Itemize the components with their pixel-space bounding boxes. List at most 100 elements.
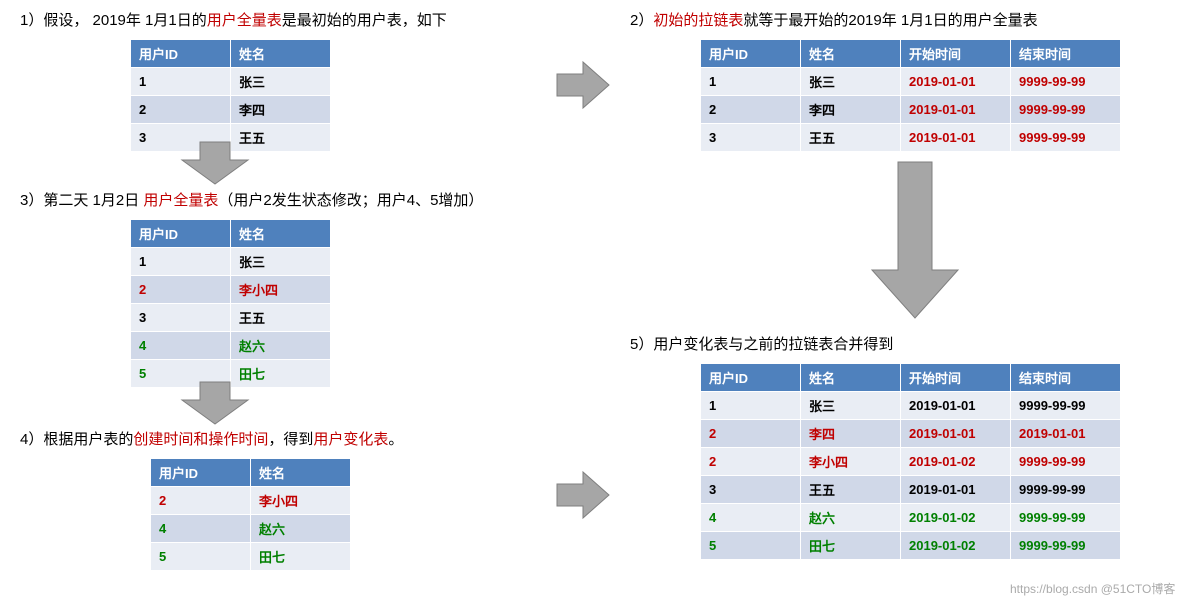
- cell: 2: [701, 95, 801, 123]
- arrow-right-icon: [555, 60, 611, 113]
- section-4: 4）根据用户表的创建时间和操作时间，得到用户变化表。 用户ID姓名2李小四4赵六…: [20, 425, 580, 579]
- cell: 2019-01-01: [1011, 419, 1121, 447]
- cell: 1: [131, 67, 231, 95]
- table-row: 2李四2019-01-012019-01-01: [701, 419, 1121, 447]
- cell: 李小四: [251, 486, 351, 514]
- cell: 赵六: [801, 503, 901, 531]
- cell: 张三: [801, 67, 901, 95]
- table-5: 用户ID姓名开始时间结束时间1张三2019-01-019999-99-992李四…: [700, 363, 1121, 560]
- cell: 4: [131, 331, 231, 359]
- cap2-red: 初始的拉链表: [653, 12, 743, 29]
- table-1: 用户ID姓名1张三2李四3王五: [130, 39, 331, 152]
- table-row: 1张三2019-01-019999-99-99: [701, 391, 1121, 419]
- arrow-down-icon: [180, 140, 250, 189]
- cell: 9999-99-99: [1011, 503, 1121, 531]
- cell: 2019-01-01: [901, 95, 1011, 123]
- table-row: 5田七2019-01-029999-99-99: [701, 531, 1121, 559]
- table-3: 用户ID姓名1张三2李小四3王五4赵六5田七: [130, 219, 331, 388]
- col-header: 开始时间: [901, 363, 1011, 391]
- caption-4: 4）根据用户表的创建时间和操作时间，得到用户变化表。: [20, 429, 580, 452]
- cap1-pre: 1）假设， 2019年 1月1日的: [20, 12, 207, 29]
- cell: 张三: [231, 67, 331, 95]
- cell: 王五: [801, 123, 901, 151]
- cell: 5: [701, 531, 801, 559]
- col-header: 姓名: [231, 39, 331, 67]
- cell: 2019-01-01: [901, 391, 1011, 419]
- table-row: 3王五: [131, 303, 331, 331]
- cell: 2019-01-01: [901, 67, 1011, 95]
- cell: 3: [701, 475, 801, 503]
- cell: 9999-99-99: [1011, 95, 1121, 123]
- cell: 5: [151, 542, 251, 570]
- table-row: 2李四: [131, 95, 331, 123]
- cell: 李四: [801, 95, 901, 123]
- cap2-pre: 2）: [630, 12, 653, 29]
- watermark: https://blog.csdn @51CTO博客: [1010, 580, 1175, 597]
- cell: 9999-99-99: [1011, 67, 1121, 95]
- table-row: 2李小四2019-01-029999-99-99: [701, 447, 1121, 475]
- cell: 张三: [801, 391, 901, 419]
- table-row: 1张三: [131, 247, 331, 275]
- col-header: 用户ID: [131, 39, 231, 67]
- section-3: 3）第二天 1月2日 用户全量表（用户2发生状态修改；用户4、5增加） 用户ID…: [20, 186, 580, 396]
- cell: 9999-99-99: [1011, 391, 1121, 419]
- caption-1: 1）假设， 2019年 1月1日的用户全量表是最初始的用户表，如下: [20, 10, 580, 33]
- cap2-post: 就等于最开始的2019年 1月1日的用户全量表: [743, 12, 1037, 29]
- table-row: 3王五2019-01-019999-99-99: [701, 475, 1121, 503]
- cell: 王五: [231, 303, 331, 331]
- cell: 3: [131, 303, 231, 331]
- caption-2: 2）初始的拉链表就等于最开始的2019年 1月1日的用户全量表: [630, 10, 1160, 33]
- cap4-red2: 用户变化表: [313, 431, 388, 448]
- cell: 2: [131, 95, 231, 123]
- cap1-red: 用户全量表: [207, 12, 282, 29]
- col-header: 姓名: [231, 219, 331, 247]
- cap3-post: （用户2发生状态修改；用户4、5增加）: [218, 192, 483, 209]
- section-5: 5）用户变化表与之前的拉链表合并得到 用户ID姓名开始时间结束时间1张三2019…: [630, 330, 1160, 568]
- table-row: 2李小四: [131, 275, 331, 303]
- col-header: 用户ID: [131, 219, 231, 247]
- table-4: 用户ID姓名2李小四4赵六5田七: [150, 458, 351, 571]
- table-row: 4赵六2019-01-029999-99-99: [701, 503, 1121, 531]
- cell: 2019-01-02: [901, 531, 1011, 559]
- cell: 1: [701, 391, 801, 419]
- cell: 王五: [801, 475, 901, 503]
- cap4-pre: 4）根据用户表的: [20, 431, 133, 448]
- arrow-right-icon: [555, 470, 611, 523]
- cell: 1: [131, 247, 231, 275]
- cell: 3: [701, 123, 801, 151]
- cap4-post: 。: [388, 431, 403, 448]
- col-header: 姓名: [801, 39, 901, 67]
- cell: 李小四: [801, 447, 901, 475]
- caption-5: 5）用户变化表与之前的拉链表合并得到: [630, 334, 1160, 357]
- table-row: 1张三: [131, 67, 331, 95]
- cell: 9999-99-99: [1011, 531, 1121, 559]
- col-header: 用户ID: [151, 458, 251, 486]
- cell: 1: [701, 67, 801, 95]
- col-header: 姓名: [251, 458, 351, 486]
- cell: 2: [131, 275, 231, 303]
- col-header: 结束时间: [1011, 363, 1121, 391]
- table-row: 1张三2019-01-019999-99-99: [701, 67, 1121, 95]
- cell: 赵六: [251, 514, 351, 542]
- cell: 9999-99-99: [1011, 447, 1121, 475]
- table-row: 3王五2019-01-019999-99-99: [701, 123, 1121, 151]
- cell: 9999-99-99: [1011, 123, 1121, 151]
- cell: 2: [701, 447, 801, 475]
- cell: 赵六: [231, 331, 331, 359]
- table-row: 4赵六: [151, 514, 351, 542]
- cell: 2019-01-02: [901, 447, 1011, 475]
- cell: 2: [701, 419, 801, 447]
- cell: 9999-99-99: [1011, 475, 1121, 503]
- cap3-red: 用户全量表: [143, 192, 218, 209]
- arrow-down-icon: [180, 380, 250, 429]
- cell: 4: [151, 514, 251, 542]
- section-1: 1）假设， 2019年 1月1日的用户全量表是最初始的用户表，如下 用户ID姓名…: [20, 6, 580, 160]
- col-header: 结束时间: [1011, 39, 1121, 67]
- cell: 田七: [801, 531, 901, 559]
- table-row: 2李小四: [151, 486, 351, 514]
- col-header: 用户ID: [701, 363, 801, 391]
- col-header: 姓名: [801, 363, 901, 391]
- cell: 2019-01-02: [901, 503, 1011, 531]
- table-row: 5田七: [151, 542, 351, 570]
- cell: 2019-01-01: [901, 475, 1011, 503]
